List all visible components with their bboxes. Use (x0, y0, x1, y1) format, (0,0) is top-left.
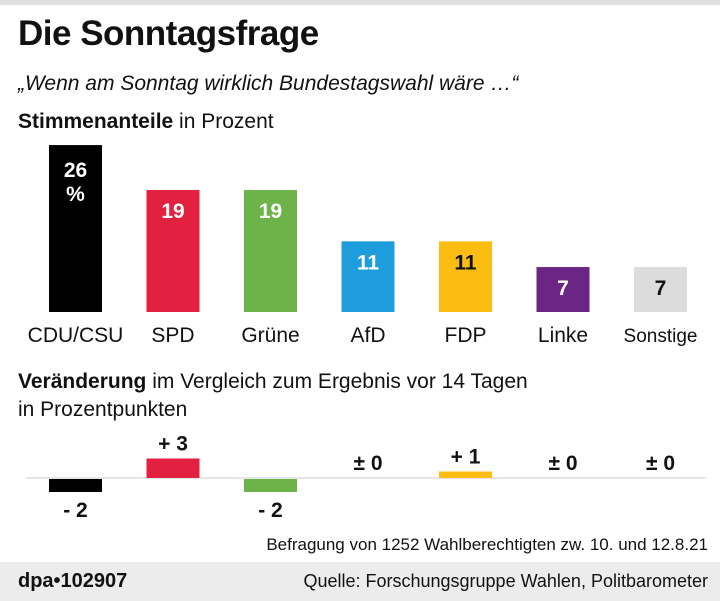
bar-value-label-unit: % (66, 183, 85, 206)
chart-subtitle: „Wenn am Sonntag wirklich Bundestagswahl… (18, 72, 519, 95)
bar-FDP (439, 241, 492, 312)
bar-AfD (341, 241, 395, 312)
bar-value-label: 19 (161, 200, 184, 223)
change-value-label: + 3 (158, 433, 188, 456)
bar-charts: 26% CDU/CSU 19 SPD 19 Grüne 11 AfD 11 FDP 7 Linke 7 S… (26, 145, 706, 522)
change-value-label: - 2 (258, 499, 283, 522)
change-value-label: - 2 (63, 499, 88, 522)
bar-Sonstige (634, 267, 687, 312)
category-label: CDU/CSU (28, 324, 124, 347)
bar-Linke (536, 267, 590, 312)
bar-value-label: 7 (655, 277, 667, 300)
category-label: AfD (350, 324, 385, 347)
survey-note: Befragung von 1252 Wahlberechtigten zw. … (266, 535, 708, 554)
dpa-id: dpa•102907 (18, 570, 128, 592)
category-label: Linke (538, 324, 588, 347)
change-value-label: ± 0 (646, 452, 675, 475)
category-label: FDP (445, 324, 487, 347)
bar-value-label: 7 (557, 277, 569, 300)
source: Quelle: Forschungsgruppe Wahlen, Politba… (303, 571, 708, 591)
change-bar-FDP (439, 471, 492, 478)
bar-SPD (146, 190, 200, 312)
bar-Grüne (244, 190, 297, 312)
bar-value-label: 26 (64, 159, 87, 182)
change-value-label: + 1 (451, 446, 481, 469)
change-value-label: ± 0 (548, 452, 577, 475)
bar-value-label: 11 (454, 251, 477, 274)
section-title-shares: Stimmenanteile in Prozent (18, 110, 274, 133)
section-title-change-line2: in Prozentpunkten (18, 398, 188, 421)
category-label: Sonstige (624, 326, 698, 347)
change-bar-Grüne (244, 479, 297, 492)
top-bar (0, 0, 720, 5)
change-bar-SPD (146, 458, 200, 478)
section-title-change: Veränderung im Vergleich zum Ergebnis vo… (18, 370, 528, 393)
change-bar-CDU/CSU (49, 479, 102, 492)
bar-value-label: 11 (357, 251, 380, 274)
category-label: SPD (151, 324, 194, 347)
chart-title: Die Sonntagsfrage (18, 14, 319, 53)
change-value-label: ± 0 (353, 452, 382, 475)
category-label: Grüne (241, 324, 299, 347)
bar-value-label: 19 (259, 200, 282, 223)
bar-CDU/CSU (49, 145, 102, 312)
footer: dpa•102907 Quelle: Forschungsgruppe Wahl… (0, 562, 720, 601)
